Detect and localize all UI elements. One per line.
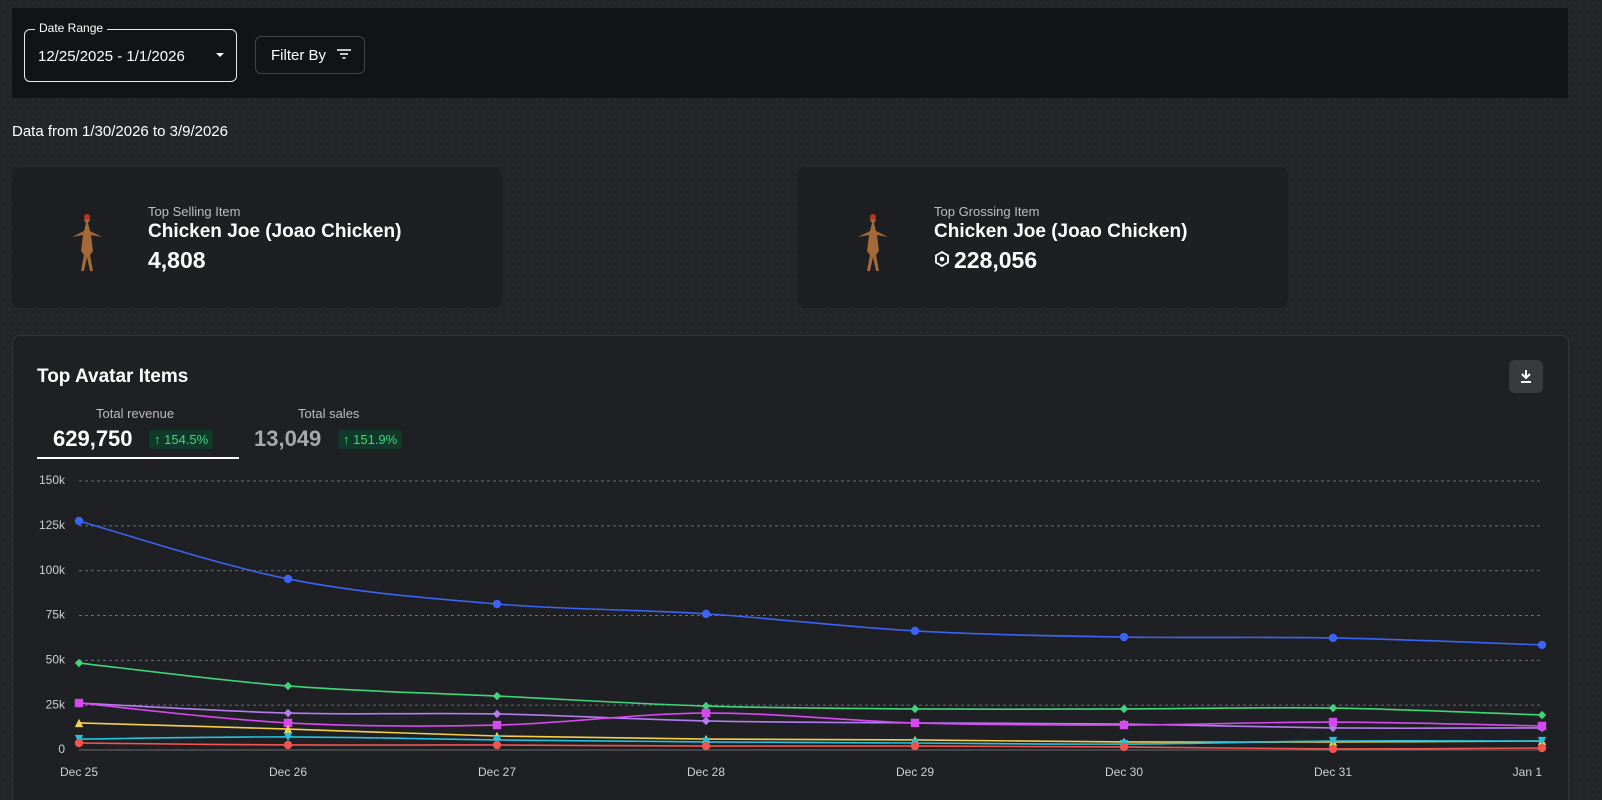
card-item-name: Chicken Joe (Joao Chicken)	[934, 221, 1188, 242]
metric-change-value: 151.9%	[353, 432, 398, 447]
item-thumbnail	[72, 214, 102, 271]
filter-text: Filter By	[271, 47, 327, 64]
point	[283, 708, 293, 718]
point	[1119, 742, 1129, 752]
top-grossing-card[interactable]: Top Grossing Item Chicken Joe (Joao Chic…	[798, 167, 1288, 308]
y-tick-label: 25k	[46, 697, 66, 711]
point	[910, 718, 920, 728]
x-tick-label: Dec 31	[1314, 765, 1352, 779]
point	[283, 681, 293, 691]
panel-title: Top Avatar Items	[37, 366, 189, 387]
metric-change: ↑ 151.9%	[338, 430, 403, 449]
metric-label[interactable]: Total revenue	[96, 406, 175, 421]
point	[701, 701, 711, 711]
point	[283, 724, 293, 734]
series-line	[78, 702, 1543, 727]
filter-icon	[337, 49, 352, 59]
point	[74, 718, 84, 728]
series-line	[78, 662, 1543, 716]
point	[492, 720, 502, 730]
date-range-value: 12/25/2025 - 1/1/2026	[38, 48, 185, 65]
card-item-name: Chicken Joe (Joao Chicken)	[148, 221, 402, 242]
point	[910, 741, 920, 751]
metric-change-value: 154.5%	[164, 432, 209, 447]
filter-bar: Date Range 12/25/2025 - 1/1/2026 Filter …	[12, 8, 1568, 98]
point	[1328, 703, 1338, 713]
point	[74, 738, 84, 748]
point	[1537, 736, 1547, 746]
point	[492, 599, 502, 609]
y-tick-label: 50k	[46, 653, 66, 667]
point	[283, 718, 293, 728]
point	[74, 516, 84, 526]
card-value: 228,056	[954, 247, 1038, 273]
point	[283, 732, 293, 742]
x-tick-label: Dec 28	[687, 765, 725, 779]
x-tick-label: Jan 1	[1513, 765, 1543, 779]
series-line	[78, 702, 1543, 730]
point	[1328, 736, 1338, 746]
y-tick-label: 75k	[46, 608, 66, 622]
tab-underline	[37, 457, 239, 459]
point	[283, 574, 293, 584]
metric-value: 629,750	[53, 426, 133, 451]
card-label: Top Selling Item	[148, 204, 241, 219]
point	[701, 741, 711, 751]
series-line	[78, 722, 1543, 743]
x-tick-label: Dec 29	[896, 765, 934, 779]
point	[492, 691, 502, 701]
y-tick-label: 100k	[39, 563, 66, 577]
point	[1328, 717, 1338, 727]
point	[74, 698, 84, 708]
data-note: Data from 1/30/2026 to 3/9/2026	[12, 123, 228, 140]
metric-change: ↑ 154.5%	[149, 430, 214, 449]
point	[492, 709, 502, 719]
robux-icon	[935, 251, 949, 267]
point	[1119, 632, 1129, 642]
point	[1119, 720, 1129, 730]
point	[1537, 640, 1547, 650]
point	[1119, 704, 1129, 714]
point	[283, 740, 293, 750]
point	[701, 716, 711, 726]
series-line	[78, 736, 1543, 745]
y-tick-label: 0	[58, 742, 65, 756]
series-line	[78, 742, 1543, 750]
top-selling-card[interactable]: Top Selling Item Chicken Joe (Joao Chick…	[12, 167, 502, 308]
card-label: Top Grossing Item	[934, 204, 1040, 219]
metric-label[interactable]: Total sales	[298, 406, 360, 421]
caret	[216, 53, 224, 57]
date-range-select[interactable]: Date Range 12/25/2025 - 1/1/2026	[24, 21, 237, 82]
y-tick-label: 125k	[39, 518, 66, 532]
download-button[interactable]	[1509, 360, 1543, 393]
x-tick-label: Dec 27	[478, 765, 516, 779]
download-icon	[1521, 370, 1531, 383]
point	[492, 740, 502, 750]
filter-button[interactable]: Filter By	[255, 36, 365, 74]
x-tick-label: Dec 26	[269, 765, 307, 779]
x-tick-label: Dec 30	[1105, 765, 1143, 779]
x-tick-label: Dec 25	[60, 765, 98, 779]
y-tick-label: 150k	[39, 473, 66, 487]
point	[910, 626, 920, 636]
item-thumbnail	[858, 214, 888, 271]
metric-value: 13,049	[254, 426, 322, 451]
point	[701, 609, 711, 619]
card-value: 4,808	[148, 247, 206, 273]
point	[910, 704, 920, 714]
date-range-label: Date Range	[35, 21, 108, 35]
point	[1328, 744, 1338, 754]
point	[1537, 743, 1547, 753]
point	[74, 658, 84, 668]
series-line	[78, 520, 1543, 646]
point	[1537, 710, 1547, 720]
point	[701, 708, 711, 718]
point	[1328, 633, 1338, 643]
point	[1537, 721, 1547, 731]
point	[492, 735, 502, 745]
